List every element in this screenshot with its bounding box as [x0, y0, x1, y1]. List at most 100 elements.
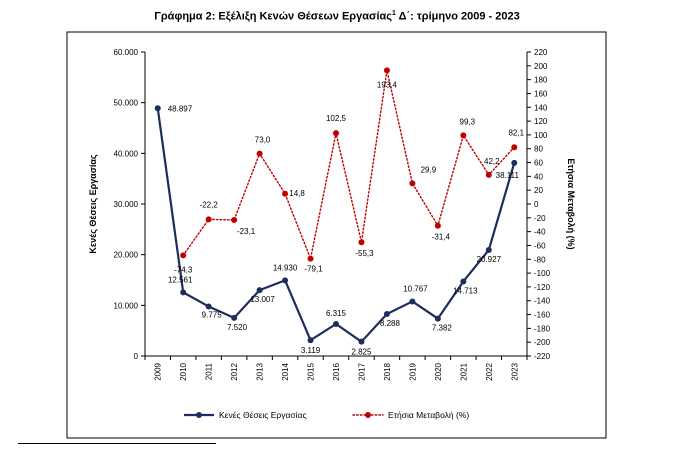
x-tick-label: 2022: [485, 362, 494, 380]
y-right-tick-label: 200: [534, 62, 548, 71]
data-label-vacancies: 8.288: [380, 319, 401, 328]
data-label-vacancies: 3.119: [301, 346, 321, 355]
data-label-annual-change: -31,4: [432, 233, 451, 242]
x-tick-label: 2016: [332, 362, 341, 380]
data-label-annual-change: 73,0: [255, 136, 271, 145]
x-tick-label: 2014: [281, 362, 290, 380]
x-tick-label: 2018: [383, 362, 392, 380]
y-axis-right-title: Ετήσια Μεταβολή (%): [566, 158, 576, 249]
data-label-vacancies: 12.561: [168, 275, 193, 284]
data-label-annual-change: -74,3: [174, 265, 193, 274]
data-label-annual-change: 82,1: [508, 128, 524, 137]
point-vacancies: [282, 277, 289, 284]
point-annual-change: [205, 216, 212, 223]
x-tick-label: 2021: [459, 362, 468, 380]
point-annual-change: [307, 255, 314, 262]
data-label-annual-change: -79,1: [304, 265, 323, 274]
point-vacancies: [256, 287, 263, 294]
y-right-tick-label: -180: [534, 324, 551, 333]
x-tick-label: 2020: [434, 362, 443, 380]
y-right-tick-label: -80: [534, 255, 546, 264]
point-annual-change: [485, 171, 492, 178]
point-vacancies: [333, 321, 339, 328]
data-label-annual-change: -55,3: [355, 249, 374, 258]
y-right-tick-label: -20: [534, 214, 546, 223]
y-right-tick-label: -120: [534, 283, 551, 292]
x-tick-label: 2015: [307, 362, 316, 380]
point-vacancies: [511, 159, 518, 166]
y-left-tick-label: 50.000: [114, 99, 139, 108]
x-tick-label: 2009: [154, 362, 163, 380]
data-label-annual-change: -22,2: [200, 200, 219, 209]
legend-label-annual-change: Ετήσια Μεταβολή (%): [388, 410, 469, 420]
data-label-vacancies: 14.713: [453, 286, 478, 295]
y-right-tick-label: 160: [534, 89, 548, 98]
y-right-tick-label: -140: [534, 297, 551, 306]
point-annual-change: [383, 67, 390, 74]
x-tick-label: 2023: [510, 362, 519, 380]
legend-label-vacancies: Κενές Θέσεις Εργασίας: [219, 410, 307, 420]
y-right-tick-label: -220: [534, 352, 551, 361]
chart-title-main: Γράφημα 2: Εξέλιξη Κενών Θέσεων Εργασίας: [154, 10, 393, 23]
data-label-vacancies: 14.930: [273, 263, 298, 272]
data-label-vacancies: 20.927: [477, 255, 502, 264]
y-left-tick-label: 10.000: [114, 301, 139, 310]
y-right-tick-label: 80: [534, 145, 543, 154]
chart-frame: [66, 31, 607, 439]
point-vacancies: [231, 314, 238, 321]
point-annual-change: [460, 132, 467, 139]
y-right-tick-label: -60: [534, 241, 546, 250]
data-label-vacancies: 6.315: [326, 309, 347, 318]
data-label-vacancies: 7.520: [227, 323, 248, 332]
x-tick-label: 2010: [179, 362, 188, 380]
y-right-tick-label: 100: [534, 131, 548, 140]
y-right-tick-label: 180: [534, 76, 548, 85]
series-layer: [154, 67, 518, 345]
data-label-vacancies: 10.767: [403, 284, 428, 293]
x-tick-label: 2013: [256, 362, 265, 380]
y-axis-left-title: Κενές Θέσεις Εργασίας: [88, 154, 98, 253]
data-label-annual-change: 102,5: [326, 114, 347, 123]
legend-marker-vacancies: [196, 412, 202, 418]
point-vacancies: [485, 246, 492, 253]
point-annual-change: [231, 216, 238, 223]
x-tick-label: 2019: [408, 362, 417, 380]
data-label-vacancies: 38.111: [496, 171, 520, 180]
y-right-tick-label: -200: [534, 338, 551, 347]
series-line-annual-change: [182, 70, 515, 262]
point-vacancies: [383, 311, 390, 318]
y-right-tick-label: 40: [534, 172, 543, 181]
y-right-tick-label: -160: [534, 311, 551, 320]
point-vacancies: [409, 298, 416, 305]
y-right-tick-label: 20: [534, 186, 543, 195]
y-right-tick-label: 120: [534, 117, 548, 126]
point-annual-change: [409, 180, 416, 187]
point-vacancies: [307, 337, 314, 344]
point-vacancies: [434, 315, 441, 322]
y-right-tick-label: 60: [534, 159, 543, 168]
point-annual-change: [256, 150, 263, 157]
data-label-annual-change: 14,8: [289, 189, 305, 198]
data-label-vacancies: 9.775: [202, 310, 223, 319]
point-vacancies: [180, 289, 187, 296]
x-tick-label: 2012: [230, 362, 239, 380]
y-left-tick-label: 20.000: [114, 251, 139, 260]
legend-marker-annual-change: [365, 412, 371, 418]
y-right-tick-label: -100: [534, 269, 551, 278]
axes-layer: 0 10.000 20.000 30.000 40.000 50.000 60.000 -22…: [88, 48, 576, 381]
point-annual-change: [358, 239, 365, 246]
data-label-vacancies: 13.007: [250, 295, 275, 304]
y-right-tick-label: 0: [534, 200, 539, 209]
y-right-tick-label: 140: [534, 103, 548, 112]
data-label-annual-change: 99,3: [460, 117, 476, 126]
point-vacancies: [154, 105, 161, 112]
data-label-vacancies: 2.825: [351, 348, 372, 357]
point-annual-change: [333, 130, 339, 137]
point-annual-change: [180, 252, 187, 259]
y-left-tick-label: 0: [134, 352, 139, 361]
legend: Κενές Θέσεις Εργασίας Ετήσια Μεταβολή (%): [184, 410, 469, 420]
point-vacancies: [358, 338, 365, 345]
x-tick-label: 2011: [205, 362, 214, 380]
footnote-divider: [18, 443, 216, 444]
